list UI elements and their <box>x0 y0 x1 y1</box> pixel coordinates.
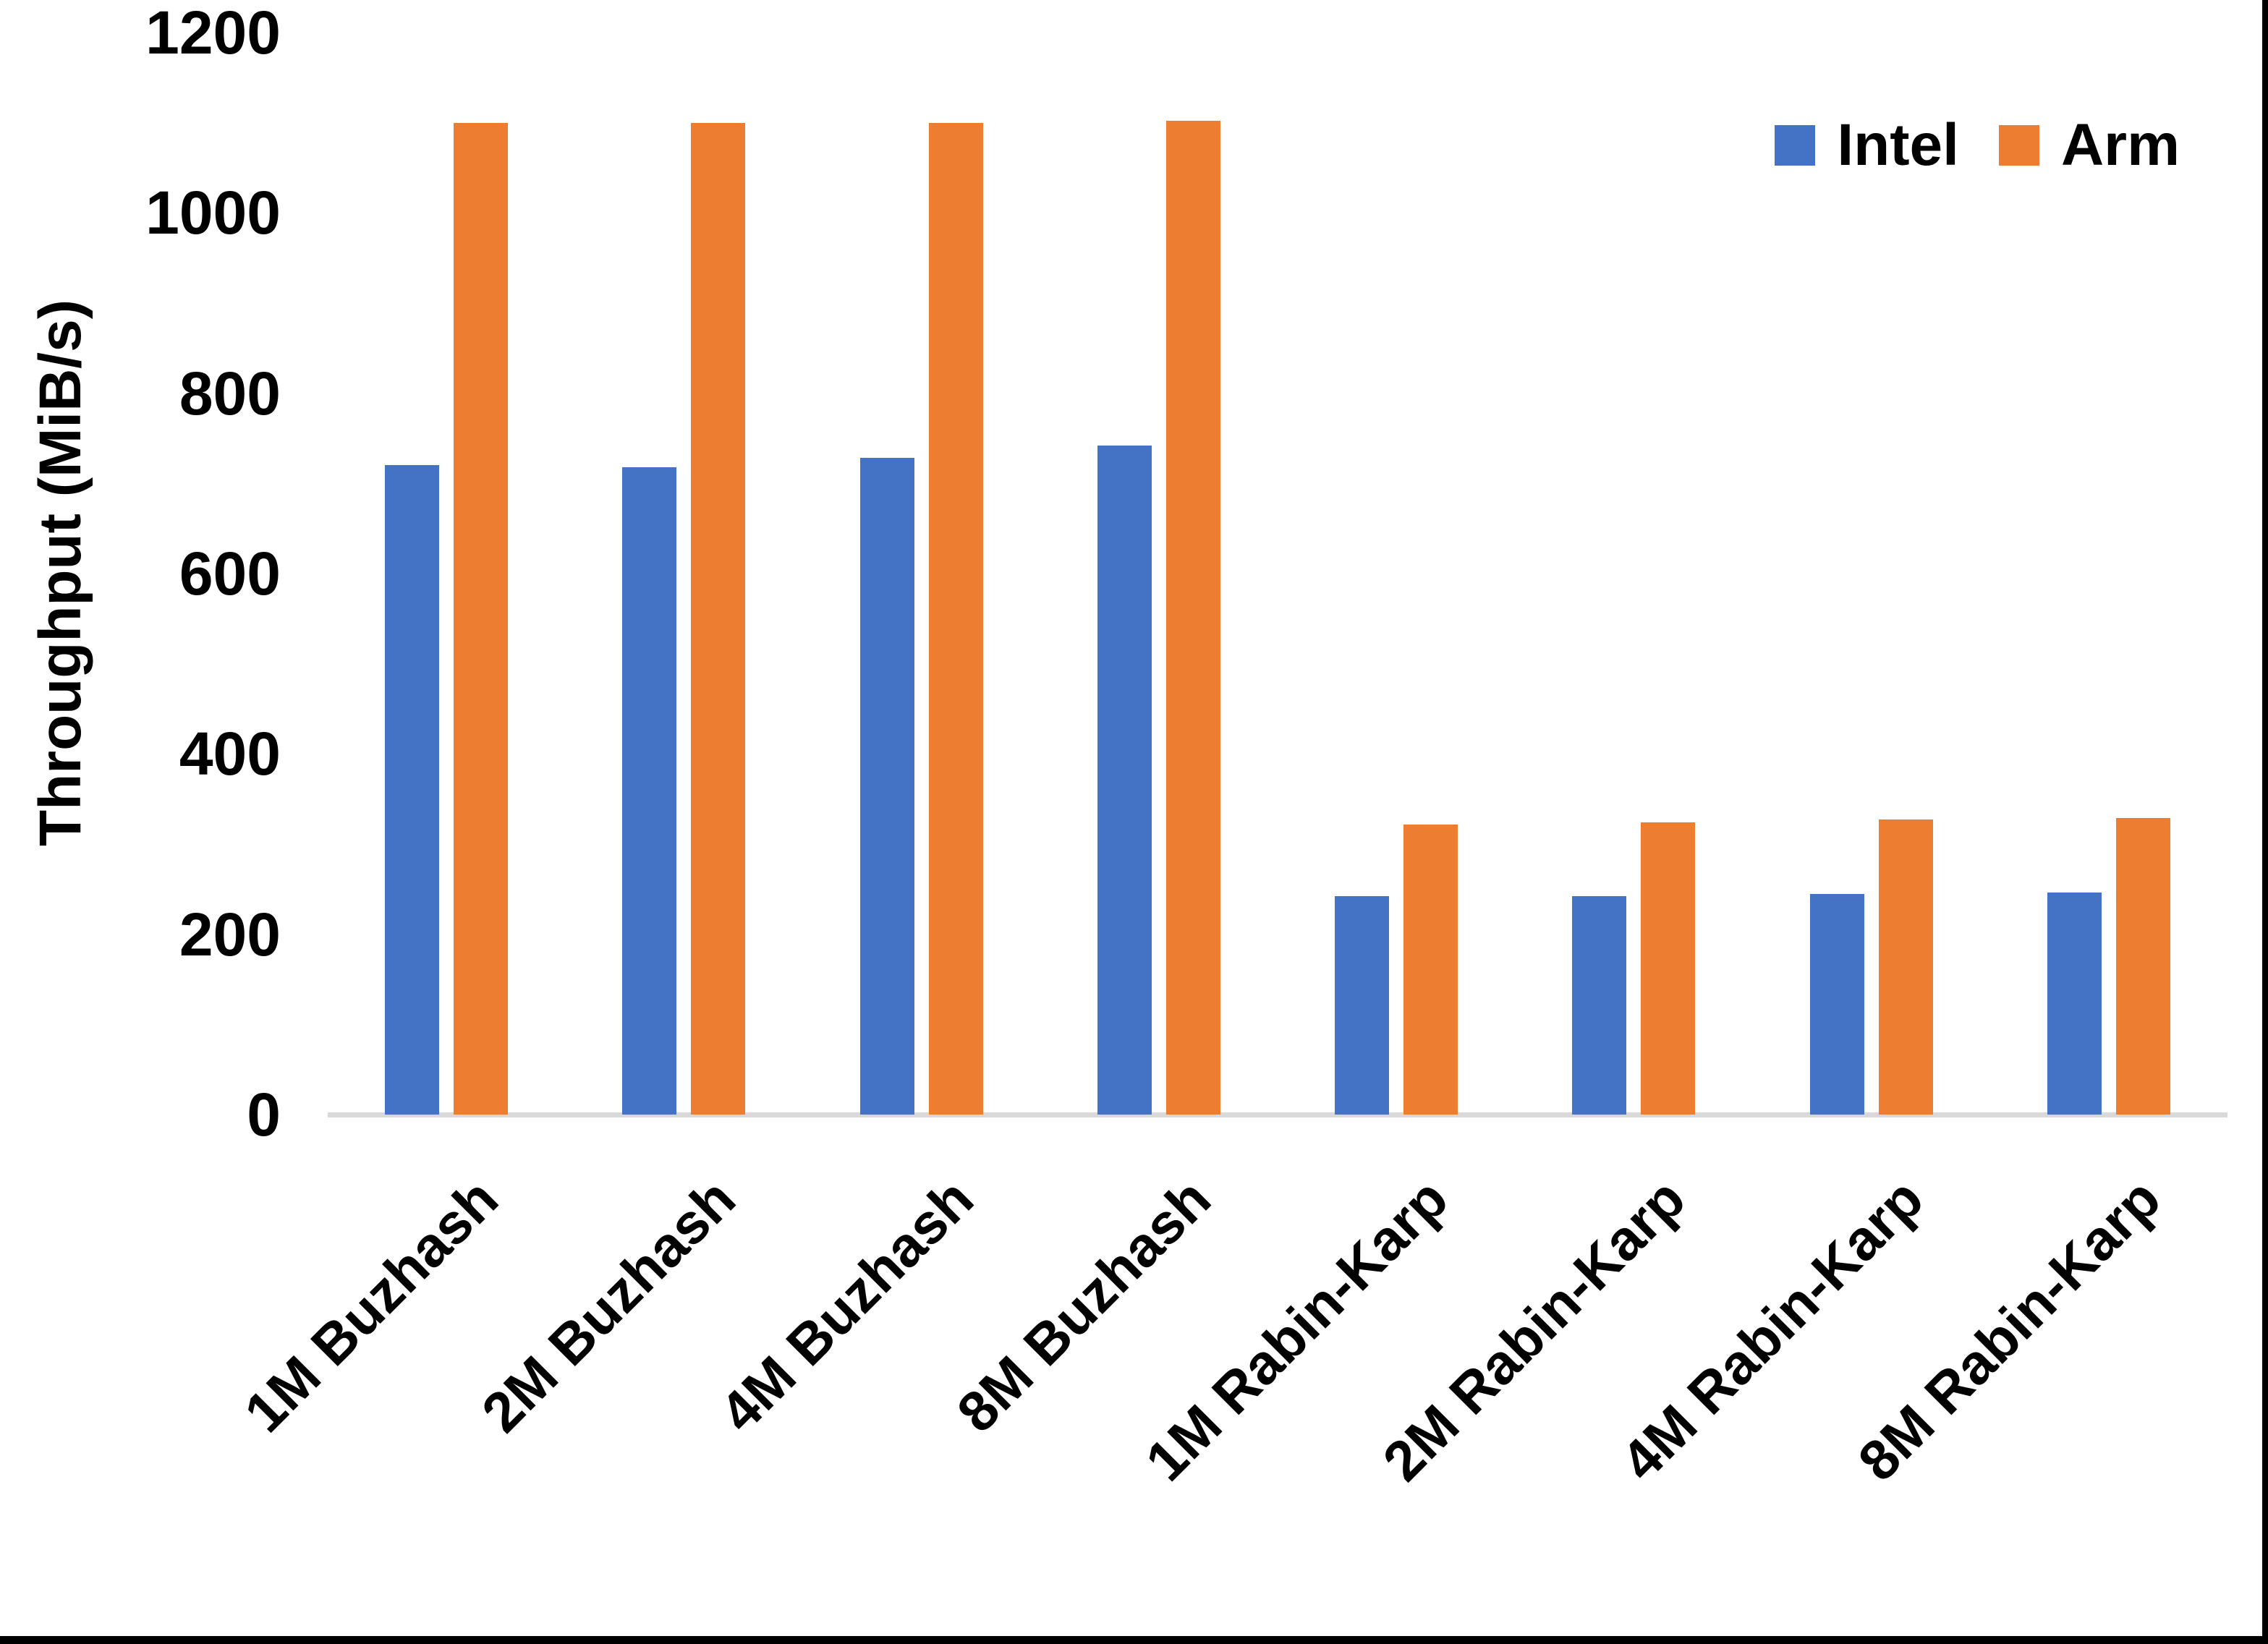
y-tick-label-800: 800 <box>179 359 281 427</box>
y-tick-label-400: 400 <box>179 720 281 788</box>
y-tick-label-600: 600 <box>179 540 281 608</box>
bar-intel-8m-buzhash <box>1097 445 1152 1115</box>
legend-label-intel: Intel <box>1837 112 1959 178</box>
bar-intel-8m-rabin-karp <box>2047 893 2102 1115</box>
x-category-label-1m-buzhash: 1M Buzhash <box>232 1166 511 1444</box>
bar-intel-4m-buzhash <box>859 458 914 1115</box>
legend-swatch-arm-icon <box>1998 125 2039 166</box>
plot-area <box>328 33 2227 1115</box>
y-tick-label-1000: 1000 <box>145 179 281 247</box>
bar-intel-2m-rabin-karp <box>1572 896 1627 1115</box>
bar-group-4m-rabin-karp <box>1753 33 1990 1115</box>
bar-arm-4m-rabin-karp <box>1878 819 1933 1115</box>
legend-label-arm: Arm <box>2060 112 2180 178</box>
bar-intel-1m-buzhash <box>385 465 440 1115</box>
legend-item-arm: Arm <box>1998 112 2180 178</box>
legend-item-intel: Intel <box>1775 116 1959 175</box>
y-tick-label-1200: 1200 <box>145 0 281 67</box>
bar-group-2m-rabin-karp <box>1515 33 1752 1115</box>
bar-arm-1m-rabin-karp <box>1403 824 1458 1115</box>
bar-arm-1m-buzhash <box>454 122 509 1115</box>
bar-group-8m-buzhash <box>1040 33 1278 1115</box>
screenshot-bottom-border <box>0 1636 2268 1644</box>
bar-group-8m-rabin-karp <box>1990 33 2227 1115</box>
bar-group-4m-buzhash <box>803 33 1040 1115</box>
bar-arm-8m-buzhash <box>1165 121 1220 1115</box>
legend: Intel Arm <box>1775 116 2180 175</box>
bar-arm-2m-buzhash <box>691 122 746 1115</box>
bar-arm-8m-rabin-karp <box>2115 817 2170 1115</box>
bar-intel-2m-buzhash <box>622 467 677 1115</box>
bar-intel-1m-rabin-karp <box>1335 896 1390 1115</box>
bar-group-1m-buzhash <box>328 33 565 1115</box>
y-tick-label-200: 200 <box>179 900 281 968</box>
bar-arm-2m-rabin-karp <box>1641 822 1696 1115</box>
bar-group-1m-rabin-karp <box>1278 33 1515 1115</box>
x-axis-line <box>328 1112 2227 1117</box>
legend-swatch-intel-icon <box>1775 125 1816 166</box>
bar-intel-4m-rabin-karp <box>1809 893 1864 1115</box>
bar-group-2m-buzhash <box>565 33 802 1115</box>
y-tick-label-0: 0 <box>247 1081 281 1149</box>
screenshot-right-border <box>2262 0 2268 1644</box>
bar-arm-4m-buzhash <box>928 122 983 1115</box>
